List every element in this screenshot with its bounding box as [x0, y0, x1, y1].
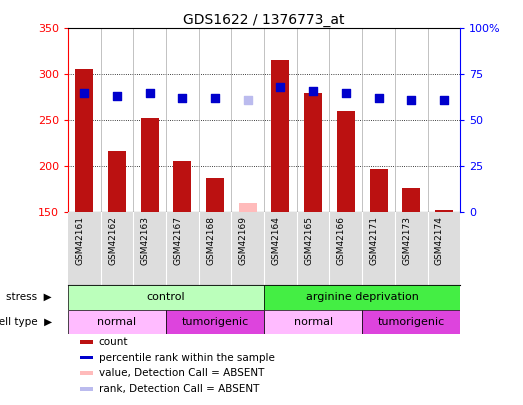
Bar	[68, 309, 166, 335]
Bar	[370, 169, 388, 212]
Bar	[271, 60, 289, 212]
Bar	[264, 309, 362, 335]
Text: rank, Detection Call = ABSENT: rank, Detection Call = ABSENT	[98, 384, 259, 394]
Point	[440, 97, 448, 103]
Text: GSM42174: GSM42174	[435, 216, 444, 265]
Bar	[79, 340, 93, 344]
Text: control: control	[147, 292, 185, 302]
Point	[80, 90, 88, 96]
Text: cell type  ▶: cell type ▶	[0, 317, 52, 327]
Point	[407, 97, 415, 103]
Bar	[174, 161, 191, 212]
Bar	[75, 69, 93, 212]
Text: value, Detection Call = ABSENT: value, Detection Call = ABSENT	[98, 368, 264, 378]
Bar	[166, 309, 264, 335]
Text: GSM42162: GSM42162	[108, 216, 117, 265]
Point	[374, 95, 383, 102]
Text: GSM42169: GSM42169	[239, 216, 248, 265]
Bar	[79, 356, 93, 359]
Bar	[239, 203, 257, 212]
Text: GSM42171: GSM42171	[370, 216, 379, 265]
Text: percentile rank within the sample: percentile rank within the sample	[98, 353, 275, 362]
Text: tumorigenic: tumorigenic	[378, 317, 445, 327]
Text: arginine deprivation: arginine deprivation	[306, 292, 418, 302]
Bar	[337, 111, 355, 212]
Text: GSM42173: GSM42173	[402, 216, 411, 265]
Bar	[79, 387, 93, 390]
Text: GSM42164: GSM42164	[271, 216, 280, 265]
Point	[145, 90, 154, 96]
Point	[178, 95, 187, 102]
Text: GSM42166: GSM42166	[337, 216, 346, 265]
Point	[211, 95, 219, 102]
Point	[276, 84, 285, 90]
Bar	[304, 93, 322, 212]
Text: tumorigenic: tumorigenic	[181, 317, 249, 327]
Text: count: count	[98, 337, 128, 347]
Point	[309, 87, 317, 94]
Text: normal: normal	[293, 317, 333, 327]
Text: GSM42161: GSM42161	[75, 216, 84, 265]
Text: GSM42163: GSM42163	[141, 216, 150, 265]
Text: GSM42168: GSM42168	[206, 216, 215, 265]
Bar	[68, 285, 264, 309]
Bar	[141, 117, 158, 212]
Point	[244, 97, 252, 103]
Bar	[79, 371, 93, 375]
Text: GSM42167: GSM42167	[174, 216, 183, 265]
Bar	[435, 209, 453, 212]
Bar	[264, 285, 460, 309]
Point	[113, 93, 121, 100]
Text: normal: normal	[97, 317, 137, 327]
Bar	[108, 151, 126, 212]
Bar	[206, 178, 224, 212]
Point	[342, 90, 350, 96]
Text: GSM42165: GSM42165	[304, 216, 313, 265]
Bar	[402, 188, 420, 212]
Bar	[362, 309, 460, 335]
Text: stress  ▶: stress ▶	[6, 292, 52, 302]
Title: GDS1622 / 1376773_at: GDS1622 / 1376773_at	[184, 13, 345, 27]
